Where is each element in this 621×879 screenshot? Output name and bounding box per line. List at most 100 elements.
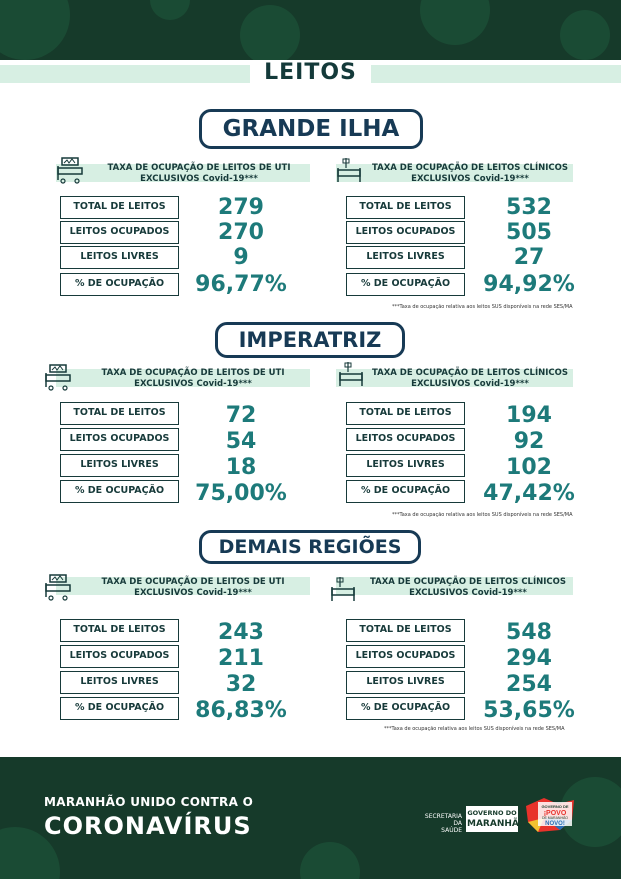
row-label-livres: LEITOS LIVRES	[60, 671, 179, 694]
clinicos-header: TAXA DE OCUPAÇÃO DE LEITOS CLÍNICOS EXCL…	[358, 577, 578, 599]
row-label-ocupados: LEITOS OCUPADOS	[346, 428, 465, 451]
virus-decoration	[300, 842, 360, 879]
svg-text:DE MARANHÃO: DE MARANHÃO	[542, 815, 568, 820]
row-value-ocupacao: 75,00%	[195, 481, 287, 506]
row-label-livres: LEITOS LIVRES	[346, 454, 465, 477]
footnote: ***Taxa de ocupação relativa aos leitos …	[384, 726, 565, 732]
row-value-ocupados: 54	[225, 429, 257, 454]
icu-bed-icon	[57, 157, 83, 184]
campaign-slogan: MARANHÃO UNIDO CONTRA O	[44, 795, 254, 809]
row-value-ocupacao: 96,77%	[195, 272, 287, 297]
row-value-livres: 27	[513, 245, 545, 270]
secretaria-label: SECRETARIA DA SAÚDE	[420, 813, 462, 834]
virus-decoration	[150, 0, 190, 20]
row-value-ocupacao: 53,65%	[483, 698, 575, 723]
row-value-ocupacao: 94,92%	[483, 272, 575, 297]
svg-text:GOVERNO DE: GOVERNO DE	[541, 804, 568, 809]
uti-header-band	[56, 577, 310, 595]
secretaria-line2: SAÚDE	[441, 827, 462, 834]
icu-bed-icon	[45, 364, 71, 391]
hospital-bed-icon	[331, 577, 355, 601]
top-banner	[0, 0, 621, 60]
page-title: LEITOS	[0, 60, 621, 85]
povo-de-novo-logo: GOVERNO DE ¡POVO DE MARANHÃO NOVO!	[526, 798, 574, 832]
governo-logo: GOVERNO DO MARANHÃO	[466, 806, 527, 832]
clinicos-header-band	[336, 369, 573, 387]
row-value-total: 72	[225, 403, 257, 428]
row-value-livres: 18	[225, 455, 257, 480]
row-value-ocupados: 505	[506, 220, 552, 245]
secretaria-line1: SECRETARIA DA	[424, 813, 462, 827]
uti-header-band	[56, 369, 310, 387]
row-value-total: 243	[218, 620, 264, 645]
row-label-ocupacao: % DE OCUPAÇÃO	[60, 273, 179, 296]
virus-decoration	[560, 10, 610, 60]
uti-header-line1: TAXA DE OCUPAÇÃO DE LEITOS DE UTI	[107, 163, 291, 173]
uti-header: TAXA DE OCUPAÇÃO DE LEITOS DE UTI EXCLUS…	[76, 368, 310, 390]
clinicos-header-band	[336, 577, 573, 595]
row-label-ocupacao: % DE OCUPAÇÃO	[60, 697, 179, 720]
row-value-ocupacao: 47,42%	[483, 481, 575, 506]
row-value-ocupados: 211	[218, 646, 264, 671]
clinicos-header-line1: TAXA DE OCUPAÇÃO DE LEITOS CLÍNICOS	[371, 163, 568, 173]
row-label-total: TOTAL DE LEITOS	[60, 619, 179, 642]
row-value-total: 532	[506, 195, 552, 220]
uti-header-line1: TAXA DE OCUPAÇÃO DE LEITOS DE UTI	[101, 577, 285, 587]
uti-header-line2: EXCLUSIVOS Covid-19***	[134, 379, 252, 389]
row-label-ocupados: LEITOS OCUPADOS	[346, 221, 465, 244]
uti-header-line2: EXCLUSIVOS Covid-19***	[134, 588, 252, 598]
row-value-livres: 254	[506, 672, 552, 697]
icu-bed-icon	[45, 574, 71, 601]
row-value-ocupados: 92	[513, 429, 545, 454]
region-title-demais-regioes: DEMAIS REGIÕES	[199, 530, 421, 564]
row-label-ocupacao: % DE OCUPAÇÃO	[60, 480, 179, 503]
row-value-ocupados: 270	[218, 220, 264, 245]
region-title-imperatriz: IMPERATRIZ	[215, 322, 405, 358]
row-label-ocupacao: % DE OCUPAÇÃO	[346, 480, 465, 503]
uti-header: TAXA DE OCUPAÇÃO DE LEITOS DE UTI EXCLUS…	[88, 163, 310, 185]
clinicos-header-line2: EXCLUSIVOS Covid-19***	[411, 174, 529, 184]
row-label-total: TOTAL DE LEITOS	[60, 402, 179, 425]
clinicos-header-line1: TAXA DE OCUPAÇÃO DE LEITOS CLÍNICOS	[369, 577, 566, 587]
row-label-livres: LEITOS LIVRES	[346, 246, 465, 269]
campaign-title: CORONAVÍRUS	[44, 812, 252, 840]
row-value-ocupacao: 86,83%	[195, 698, 287, 723]
row-label-ocupacao: % DE OCUPAÇÃO	[346, 273, 465, 296]
clinicos-header-line1: TAXA DE OCUPAÇÃO DE LEITOS CLÍNICOS	[371, 368, 568, 378]
governo-line2: MARANHÃO	[467, 819, 527, 829]
uti-header-line2: EXCLUSIVOS Covid-19***	[140, 174, 258, 184]
hospital-bed-icon	[339, 362, 363, 386]
region-title-grande-ilha: GRANDE ILHA	[199, 109, 423, 149]
row-label-livres: LEITOS LIVRES	[346, 671, 465, 694]
bottom-banner	[0, 757, 621, 879]
row-value-ocupados: 294	[506, 646, 552, 671]
row-label-ocupados: LEITOS OCUPADOS	[60, 645, 179, 668]
row-value-livres: 9	[233, 245, 249, 270]
row-label-livres: LEITOS LIVRES	[60, 454, 179, 477]
uti-header-line1: TAXA DE OCUPAÇÃO DE LEITOS DE UTI	[101, 368, 285, 378]
clinicos-header-band	[336, 164, 573, 182]
virus-decoration	[0, 0, 70, 60]
svg-text:NOVO!: NOVO!	[545, 821, 565, 827]
row-label-ocupados: LEITOS OCUPADOS	[346, 645, 465, 668]
clinicos-header-line2: EXCLUSIVOS Covid-19***	[409, 588, 527, 598]
row-label-ocupacao: % DE OCUPAÇÃO	[346, 697, 465, 720]
row-value-total: 548	[506, 620, 552, 645]
page-title-text: LEITOS	[250, 60, 371, 85]
virus-decoration	[240, 5, 300, 60]
row-label-total: TOTAL DE LEITOS	[346, 402, 465, 425]
row-value-total: 279	[218, 195, 264, 220]
row-label-total: TOTAL DE LEITOS	[346, 196, 465, 219]
uti-header: TAXA DE OCUPAÇÃO DE LEITOS DE UTI EXCLUS…	[76, 577, 310, 599]
svg-text:¡POVO: ¡POVO	[544, 810, 567, 817]
clinicos-header-line2: EXCLUSIVOS Covid-19***	[411, 379, 529, 389]
row-value-total: 194	[506, 403, 552, 428]
governo-line1: GOVERNO DO	[467, 809, 517, 817]
footnote: ***Taxa de ocupação relativa aos leitos …	[392, 512, 573, 518]
hospital-bed-icon	[337, 158, 361, 182]
virus-decoration	[420, 0, 490, 45]
row-label-ocupados: LEITOS OCUPADOS	[60, 221, 179, 244]
uti-header-band	[56, 164, 310, 182]
row-label-total: TOTAL DE LEITOS	[346, 619, 465, 642]
row-value-livres: 32	[225, 672, 257, 697]
